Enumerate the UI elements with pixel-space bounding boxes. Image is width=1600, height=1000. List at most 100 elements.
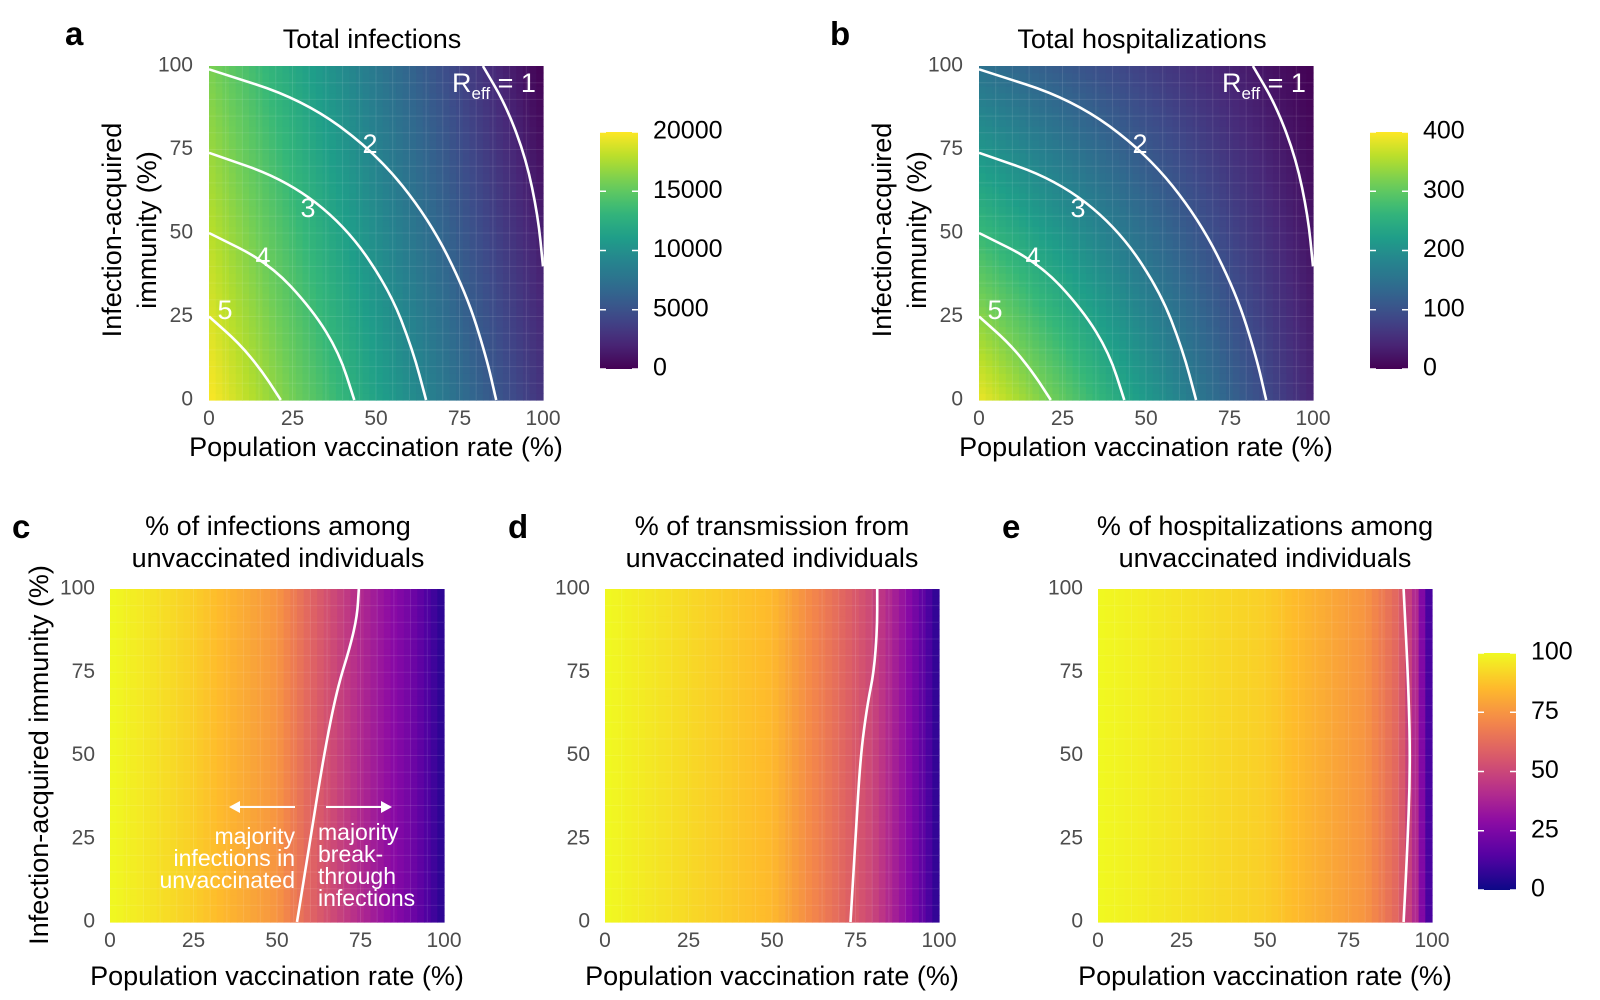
heatmap-cell — [1286, 279, 1294, 288]
heatmap-cell — [1032, 386, 1040, 394]
heatmap-cell — [282, 293, 290, 301]
heatmap-cell — [1085, 346, 1094, 354]
heatmap-cell — [209, 266, 217, 274]
heatmap-cell — [1212, 106, 1221, 114]
heatmap-cell — [985, 293, 993, 301]
heatmap-cell — [269, 226, 277, 234]
heatmap-cell — [1266, 259, 1274, 267]
heatmap-cell — [215, 279, 223, 288]
heatmap-cell — [1132, 293, 1140, 301]
heatmap-cell — [1292, 253, 1301, 261]
heatmap-cell — [1039, 166, 1047, 174]
heatmap-cell — [1019, 126, 1027, 134]
heatmap-cell — [242, 306, 250, 314]
heatmap-cell — [985, 126, 993, 134]
heatmap-cell — [282, 306, 290, 314]
heatmap-cell — [1059, 326, 1067, 334]
heatmap-cell — [429, 299, 437, 308]
heatmap-cell — [1065, 233, 1074, 241]
heatmap-cell — [1105, 79, 1114, 87]
heatmap-cell — [402, 366, 410, 374]
heatmap-cell — [369, 199, 377, 207]
heatmap-cell — [1039, 326, 1047, 334]
heatmap-cell — [402, 266, 410, 274]
heatmap-cell — [215, 386, 223, 394]
heatmap-cell — [979, 273, 987, 281]
heatmap-cell — [282, 186, 290, 194]
heatmap-cell — [469, 126, 477, 134]
heatmap-cell — [242, 99, 250, 107]
heatmap-cell — [436, 212, 444, 221]
heatmap-cell — [1239, 92, 1247, 100]
heatmap-cell — [979, 79, 987, 87]
heatmap-cell — [469, 66, 477, 74]
heatmap-cell — [1192, 333, 1201, 341]
heatmap-cell — [985, 359, 993, 368]
heatmap-cell — [979, 286, 987, 294]
heatmap-cell — [1272, 233, 1281, 241]
heatmap-cell — [335, 299, 344, 308]
heatmap-cell — [1199, 346, 1207, 354]
heatmap-cell — [482, 286, 491, 294]
heatmap-cell — [376, 79, 384, 87]
heatmap-cell — [502, 152, 511, 161]
heatmap-cell — [1139, 293, 1147, 301]
heatmap-cell — [1212, 112, 1221, 121]
heatmap-cell — [1172, 293, 1180, 301]
heatmap-cell — [222, 393, 230, 401]
heatmap-cell — [1159, 112, 1167, 121]
heatmap-cell — [985, 166, 993, 174]
heatmap-cell — [496, 373, 504, 381]
heatmap-cell — [509, 179, 517, 187]
heatmap-cell — [1272, 226, 1281, 234]
heatmap-cell — [1199, 299, 1207, 308]
heatmap-cell — [509, 219, 517, 227]
heatmap-cell — [1092, 179, 1100, 187]
heatmap-cell — [1052, 346, 1060, 354]
heatmap-cell — [449, 146, 457, 154]
heatmap-cell — [979, 299, 987, 308]
heatmap-cell — [362, 139, 370, 147]
heatmap-cell — [289, 346, 297, 354]
heatmap-cell — [322, 333, 330, 341]
heatmap-cell — [1079, 159, 1087, 167]
heatmap-cell — [329, 146, 337, 154]
heatmap-cell — [1052, 206, 1060, 214]
heatmap-cell — [1079, 139, 1087, 147]
heatmap-cell — [322, 199, 330, 207]
heatmap-cell — [516, 359, 524, 368]
heatmap-cell — [315, 166, 324, 174]
heatmap-cell — [422, 279, 431, 288]
heatmap-cell — [979, 86, 987, 94]
heatmap-cell — [409, 359, 417, 368]
heatmap-cell — [362, 86, 370, 94]
heatmap-cell — [416, 359, 424, 368]
heatmap-cell — [456, 259, 464, 267]
heatmap-cell — [422, 72, 431, 80]
heatmap-cell — [242, 393, 250, 401]
heatmap-cell — [1239, 259, 1247, 267]
heatmap-cell — [489, 132, 497, 141]
heatmap-cell — [509, 159, 517, 167]
heatmap-cell — [482, 319, 491, 328]
heatmap-cell — [1219, 86, 1227, 94]
heatmap-cell — [1232, 159, 1241, 167]
heatmap-cell — [342, 192, 350, 201]
heatmap-cell — [489, 206, 497, 214]
heatmap-cell — [235, 139, 243, 147]
heatmap-cell — [462, 393, 471, 401]
heatmap-cell — [1052, 239, 1060, 247]
heatmap-cell — [476, 339, 484, 348]
heatmap-cell — [1152, 139, 1160, 147]
heatmap-cell — [1092, 353, 1100, 361]
heatmap-cell — [1079, 326, 1087, 334]
heatmap-cell — [476, 112, 484, 121]
heatmap-cell — [1005, 379, 1013, 388]
heatmap-cell — [1099, 259, 1107, 267]
heatmap-cell — [1166, 166, 1174, 174]
heatmap-cell — [1112, 166, 1120, 174]
heatmap-cell — [269, 219, 277, 227]
heatmap-cell — [496, 139, 504, 147]
heatmap-cell — [979, 139, 987, 147]
y-tick-a-25: 25 — [170, 304, 193, 327]
